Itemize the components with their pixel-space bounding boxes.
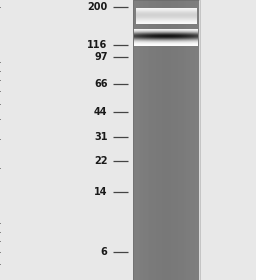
Text: 14: 14 xyxy=(94,188,108,197)
Bar xyxy=(133,0,200,280)
Text: 22: 22 xyxy=(94,156,108,166)
Text: 31: 31 xyxy=(94,132,108,142)
Text: 6: 6 xyxy=(101,247,108,257)
Text: 44: 44 xyxy=(94,108,108,117)
Text: 66: 66 xyxy=(94,79,108,89)
Text: 200: 200 xyxy=(87,2,108,12)
Text: 116: 116 xyxy=(87,40,108,50)
Text: 97: 97 xyxy=(94,52,108,62)
